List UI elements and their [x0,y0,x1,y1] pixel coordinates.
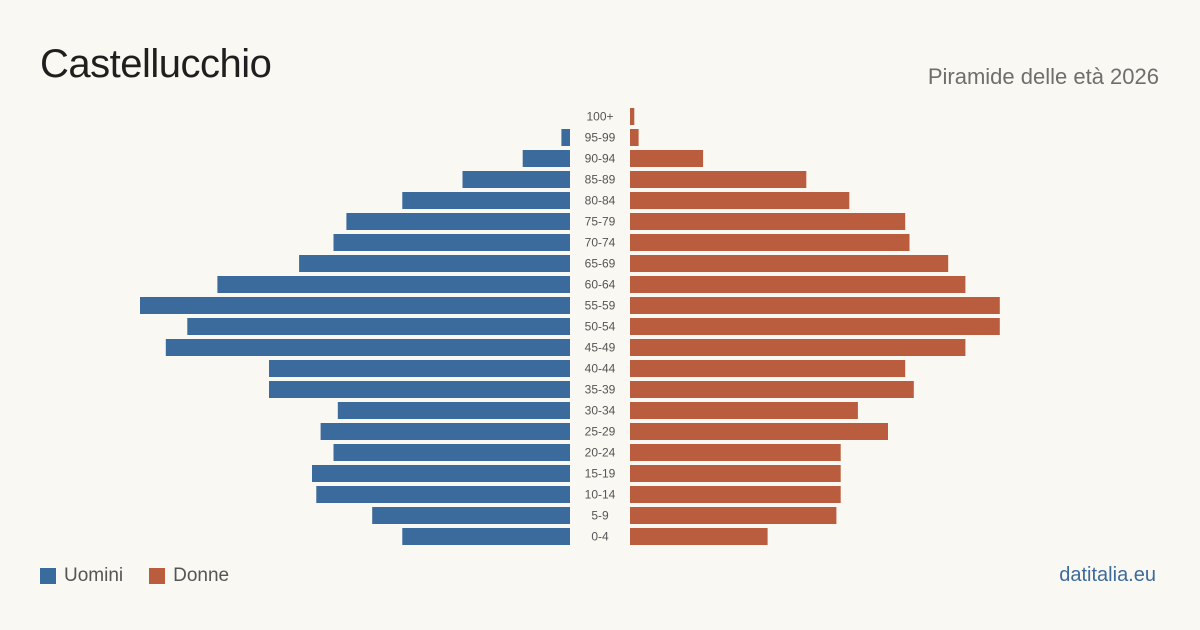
bar-men-25-29 [320,423,570,440]
chart-subtitle: Piramide delle età 2026 [927,64,1159,89]
age-label-10-14: 10-14 [585,488,616,502]
page-title: Castellucchio [40,42,272,86]
bar-women-20-24 [630,444,841,461]
legend-swatch-men [40,568,56,584]
bar-men-75-79 [346,213,570,230]
age-label-65-69: 65-69 [585,257,616,271]
source-link[interactable]: datitalia.eu [1059,564,1156,586]
bar-women-60-64 [630,276,966,293]
bar-women-65-69 [630,255,949,272]
bar-women-100plus [630,108,635,125]
legend-item-women: Donne [149,565,229,587]
age-label-50-54: 50-54 [585,320,616,334]
bar-women-45-49 [630,339,966,356]
bar-men-80-84 [402,192,570,209]
age-label-55-59: 55-59 [585,299,616,313]
bar-women-35-39 [630,381,914,398]
bar-men-60-64 [217,276,570,293]
age-labels: 100+ 95-99 90-94 85-89 80-84 75-79 70-74 65-69 6… [585,110,616,544]
age-label-40-44: 40-44 [585,362,616,376]
bar-men-50-54 [187,318,571,335]
age-label-5-9: 5-9 [591,509,609,523]
bar-men-5-9 [372,507,570,524]
bar-men-30-34 [337,402,570,419]
bar-men-10-14 [316,486,570,503]
bar-women-75-79 [630,213,906,230]
bar-women-80-84 [630,192,850,209]
legend: Uomini Donne [40,565,255,587]
age-label-95-99: 95-99 [585,131,616,145]
bar-women-85-89 [630,171,807,188]
age-label-60-64: 60-64 [585,278,616,292]
age-label-15-19: 15-19 [585,467,616,481]
bar-men-95-99 [561,129,570,146]
population-pyramid-chart: 100+ 95-99 90-94 85-89 80-84 75-79 70-74 65-69 6… [140,108,1000,545]
bar-men-35-39 [269,381,570,398]
age-label-100plus: 100+ [586,110,613,124]
bar-men-65-69 [299,255,570,272]
bar-men-20-24 [333,444,570,461]
women-bars [630,108,1000,545]
bar-women-10-14 [630,486,841,503]
bar-men-85-89 [462,171,570,188]
bar-women-70-74 [630,234,910,251]
bar-women-30-34 [630,402,858,419]
bar-women-95-99 [630,129,639,146]
bar-women-40-44 [630,360,906,377]
age-label-20-24: 20-24 [585,446,616,460]
legend-swatch-women [149,568,166,584]
bar-men-55-59 [140,297,570,314]
men-bars [140,129,571,545]
bar-women-0-4 [630,528,768,545]
bar-women-15-19 [630,465,841,482]
age-label-25-29: 25-29 [585,425,616,439]
legend-label-women: Donne [173,565,230,586]
age-label-30-34: 30-34 [585,404,616,418]
bar-men-40-44 [269,360,570,377]
bar-men-70-74 [333,234,570,251]
bar-women-55-59 [630,297,1000,314]
bar-men-45-49 [165,339,571,356]
age-label-45-49: 45-49 [585,341,616,355]
age-label-90-94: 90-94 [585,152,616,166]
age-label-80-84: 80-84 [585,194,616,208]
age-label-85-89: 85-89 [585,173,616,187]
age-label-0-4: 0-4 [591,530,609,544]
age-label-75-79: 75-79 [585,215,616,229]
legend-label-men: Uomini [64,565,124,586]
bar-women-90-94 [630,150,704,167]
legend-item-men: Uomini [40,565,123,587]
bar-men-0-4 [402,528,570,545]
bar-women-50-54 [630,318,1000,335]
bar-men-15-19 [312,465,570,482]
bar-women-25-29 [630,423,888,440]
age-label-35-39: 35-39 [585,383,616,397]
age-label-70-74: 70-74 [585,236,616,250]
bar-women-5-9 [630,507,837,524]
bar-men-90-94 [522,150,570,167]
